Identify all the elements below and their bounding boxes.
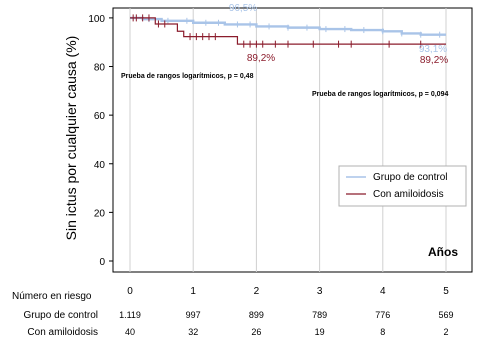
y-tick-label: 100 [88, 14, 105, 25]
plot-frame [112, 7, 473, 273]
risk-row-label: Con amiloidosis [27, 327, 98, 338]
risk-value: 1.119 [119, 310, 141, 320]
legend: Grupo de control Con amiloidosis [338, 165, 467, 207]
risk-table: Número en riesgo 0 1 2 3 4 5 Grupo de control 1.… [12, 286, 454, 338]
y-tick-label: 60 [94, 111, 106, 122]
y-tick-label: 40 [94, 160, 106, 171]
risk-value: 40 [125, 327, 135, 337]
y-tick-label: 20 [94, 208, 106, 219]
x-tick-label: 2 [254, 286, 260, 297]
amyloidosis-curve [130, 17, 446, 45]
risk-value: 997 [186, 310, 201, 320]
risk-value: 19 [315, 327, 325, 337]
x-tick-label: 3 [317, 286, 323, 297]
y-tick-label: 0 [99, 257, 105, 268]
control-label-top: 96,5% [229, 3, 257, 14]
risk-row-label: Grupo de control [24, 310, 99, 321]
y-axis-label: Sin ictus por cualquier causa (%) [63, 36, 79, 241]
risk-value: 789 [312, 310, 327, 320]
p-value-1: Prueba de rangos logarítmicos, p = 0,48 [121, 73, 254, 80]
x-axis-label: Años [428, 245, 458, 259]
y-tick-label: 80 [94, 63, 106, 74]
risk-table-title: Número en riesgo [12, 291, 92, 302]
risk-value: 569 [438, 310, 453, 320]
amyloidosis-label-mid: 89,2% [247, 53, 275, 64]
legend-box [338, 165, 467, 207]
legend-label-control: Grupo de control [373, 172, 448, 183]
risk-value: 899 [249, 310, 264, 320]
x-tick-label: 5 [443, 286, 449, 297]
risk-value: 8 [380, 327, 385, 337]
risk-value: 2 [443, 327, 448, 337]
x-tick-label: 4 [380, 286, 386, 297]
risk-value: 776 [375, 310, 390, 320]
amyloidosis-label-end: 89,2% [420, 55, 448, 66]
risk-value: 26 [251, 327, 261, 337]
legend-label-amyloidosis: Con amiloidosis [373, 189, 444, 200]
x-tick-label: 0 [127, 286, 133, 297]
x-tick-label: 1 [190, 286, 196, 297]
control-label-end: 93,1% [419, 44, 447, 55]
p-value-2: Prueba de rangos logarítmicos, p = 0,094 [312, 91, 448, 98]
risk-value: 32 [188, 327, 198, 337]
